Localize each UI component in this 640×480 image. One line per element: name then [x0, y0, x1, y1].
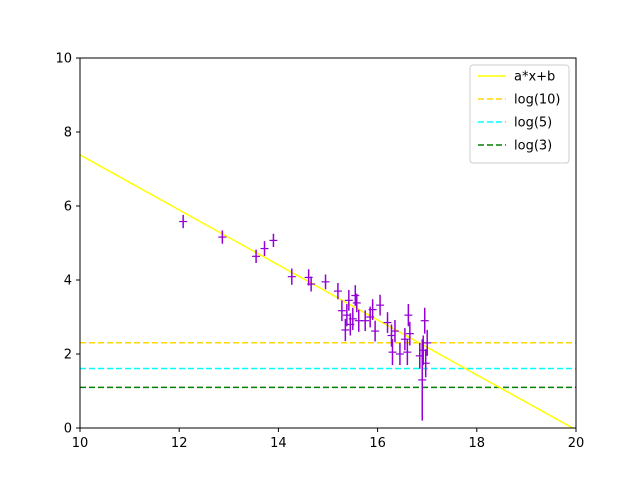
y-tick-label-2: 4: [64, 274, 72, 289]
y-tick-label-3: 6: [64, 200, 72, 215]
y-tick-label-0: 0: [64, 422, 72, 437]
legend-label-1: log(10): [514, 93, 561, 108]
data-point-27: [390, 319, 399, 343]
data-point-37: [421, 349, 430, 378]
data-point-7: [307, 276, 316, 292]
data-point-4: [269, 233, 278, 248]
x-tick-label-4: 18: [469, 436, 486, 451]
x-tick-label-3: 16: [369, 436, 386, 451]
fit-line: [80, 154, 575, 428]
data-point-24: [383, 312, 392, 333]
data-point-36: [420, 307, 429, 334]
plot-area: [80, 154, 576, 428]
data-point-10: [337, 300, 346, 322]
data-point-13: [344, 289, 353, 311]
data-point-19: [361, 310, 370, 332]
data-point-26: [388, 339, 397, 366]
data-point-2: [252, 249, 261, 263]
x-tick-label-2: 14: [270, 436, 287, 451]
data-point-0: [179, 214, 188, 229]
data-point-15: [348, 307, 357, 330]
y-tick-label-4: 8: [64, 126, 72, 141]
legend: a*x+b log(10) log(5) log(3): [469, 64, 570, 164]
x-tick-label-1: 12: [171, 436, 188, 451]
data-point-28: [395, 342, 404, 366]
data-point-1: [218, 230, 227, 244]
axes-frame: [79, 57, 577, 429]
data-point-3: [260, 241, 269, 256]
axis-ticks: 10 12 14 16 18 20 0 2 4 6 8 10: [55, 52, 584, 452]
data-point-31: [404, 304, 413, 327]
y-tick-label-5: 10: [55, 52, 72, 67]
data-point-34: [418, 339, 427, 421]
legend-label-0: a*x+b: [514, 70, 555, 85]
data-point-9: [333, 282, 342, 300]
data-point-12: [342, 304, 351, 327]
legend-box: [469, 64, 570, 164]
data-point-17: [352, 293, 361, 313]
data-point-5: [287, 268, 296, 285]
data-point-23: [376, 294, 385, 316]
data-point-30: [403, 339, 412, 366]
x-tick-label-5: 20: [568, 436, 585, 451]
data-point-11: [341, 318, 350, 342]
data-point-25: [387, 324, 396, 347]
x-tick-label-0: 10: [72, 436, 89, 451]
y-tick-label-1: 2: [64, 348, 72, 363]
data-point-21: [368, 299, 377, 320]
legend-label-2: log(5): [514, 116, 552, 131]
data-point-32: [405, 321, 414, 346]
data-point-8: [321, 274, 330, 290]
data-point-22: [371, 320, 380, 342]
data-point-38: [423, 329, 432, 356]
legend-label-3: log(3): [514, 139, 552, 154]
